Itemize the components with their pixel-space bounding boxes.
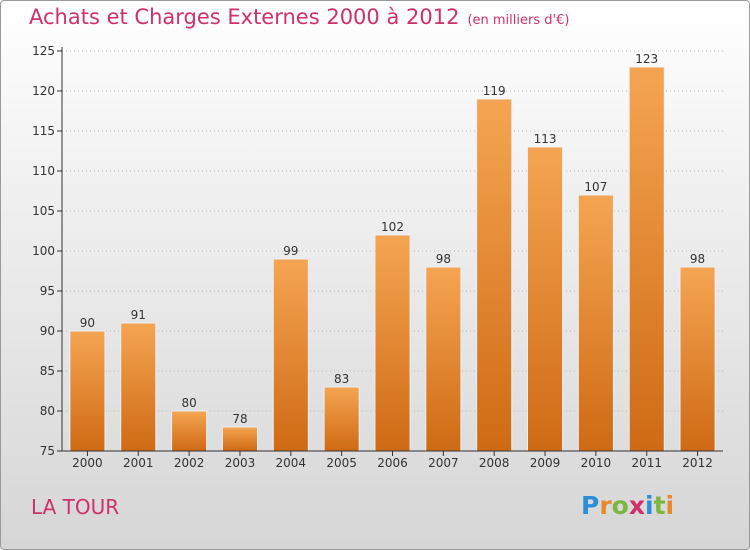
logo-letter: i bbox=[645, 491, 654, 520]
logo-letter: x bbox=[628, 491, 645, 520]
bar-value-label: 78 bbox=[232, 412, 247, 426]
y-tick-label: 100 bbox=[32, 244, 55, 258]
x-tick-label: 2002 bbox=[174, 456, 205, 470]
bar-value-label: 113 bbox=[534, 132, 557, 146]
bar-value-label: 83 bbox=[334, 372, 349, 386]
chart-unit-label: (en milliers d'€) bbox=[467, 13, 570, 28]
bar bbox=[323, 386, 360, 452]
x-tick-label: 2004 bbox=[276, 456, 307, 470]
bar bbox=[120, 322, 157, 452]
y-tick-label: 120 bbox=[32, 84, 55, 98]
bar bbox=[679, 266, 716, 452]
x-tick-label: 2006 bbox=[377, 456, 408, 470]
x-tick-label: 2010 bbox=[581, 456, 612, 470]
bar bbox=[272, 258, 309, 452]
bar bbox=[69, 330, 106, 452]
proxiti-logo: Proxiti bbox=[581, 491, 674, 520]
y-tick-label: 90 bbox=[40, 324, 55, 338]
bar-value-label: 119 bbox=[483, 84, 506, 98]
x-tick-label: 2011 bbox=[631, 456, 662, 470]
axes: 75 80 85 90 95 100 105 110 115 120 125 2000 2001 2002… bbox=[32, 44, 723, 470]
bar bbox=[221, 426, 259, 452]
bar-value-label: 98 bbox=[436, 252, 451, 266]
x-tick-label: 2003 bbox=[225, 456, 256, 470]
x-tick-label: 2012 bbox=[682, 456, 713, 470]
bar-value-label: 107 bbox=[584, 180, 607, 194]
y-tick-label: 80 bbox=[40, 404, 55, 418]
logo-letter: o bbox=[611, 491, 629, 520]
bar-value-label: 99 bbox=[283, 244, 298, 258]
bar bbox=[425, 266, 462, 452]
x-tick-label: 2001 bbox=[123, 456, 154, 470]
x-tick-label: 2000 bbox=[72, 456, 103, 470]
bars bbox=[69, 66, 716, 452]
bar-value-label: 80 bbox=[181, 396, 196, 410]
bar-value-label: 102 bbox=[381, 220, 404, 234]
bar-value-label: 98 bbox=[690, 252, 705, 266]
logo-letter: i bbox=[665, 491, 675, 520]
logo-letter: t bbox=[653, 491, 666, 520]
logo-letter: P bbox=[581, 491, 600, 520]
place-name: LA TOUR bbox=[31, 495, 120, 519]
bar bbox=[526, 146, 564, 452]
bar bbox=[171, 410, 208, 452]
chart-title: Achats et Charges Externes 2000 à 2012 (e… bbox=[29, 5, 569, 29]
x-tick-label: 2008 bbox=[479, 456, 510, 470]
bar bbox=[476, 98, 513, 452]
chart-title-text: Achats et Charges Externes 2000 à 2012 bbox=[29, 5, 460, 29]
x-tick-label: 2007 bbox=[428, 456, 459, 470]
bar bbox=[628, 66, 665, 452]
x-tick-label: 2009 bbox=[530, 456, 561, 470]
y-tick-label: 85 bbox=[40, 364, 55, 378]
bar-value-label: 123 bbox=[635, 52, 658, 66]
y-tick-label: 75 bbox=[40, 444, 55, 458]
y-tick-label: 125 bbox=[32, 44, 55, 58]
y-tick-label: 115 bbox=[32, 124, 55, 138]
y-tick-label: 110 bbox=[32, 164, 55, 178]
bar-value-label: 91 bbox=[131, 308, 146, 322]
y-tick-label: 105 bbox=[32, 204, 55, 218]
bar bbox=[577, 194, 614, 452]
bar-value-label: 90 bbox=[80, 316, 95, 330]
logo-letter: r bbox=[599, 491, 612, 520]
bar bbox=[374, 234, 411, 452]
y-tick-label: 95 bbox=[40, 284, 55, 298]
x-tick-label: 2005 bbox=[326, 456, 357, 470]
value-labels: 90 91 80 78 99 83 102 98 119 113 107 123 98 bbox=[80, 52, 705, 426]
